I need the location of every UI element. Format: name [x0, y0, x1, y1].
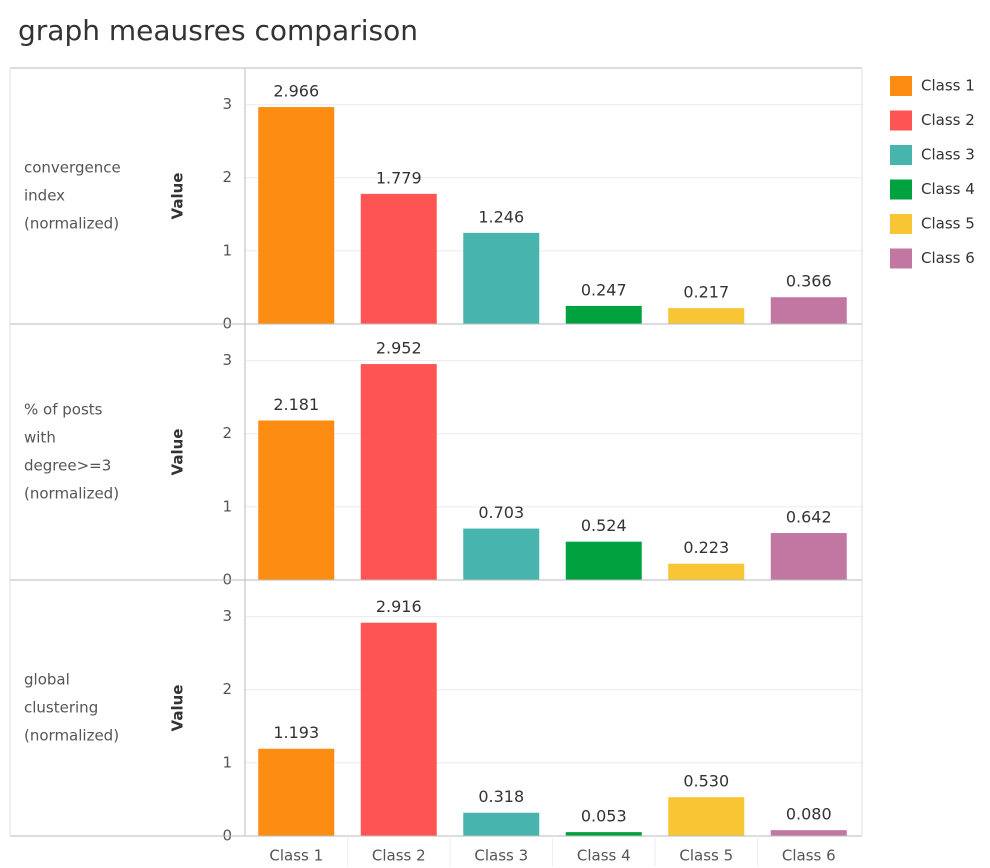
y-tick-label: 3: [222, 95, 232, 113]
y-tick-label: 2: [222, 168, 232, 186]
row-label: convergence: [24, 159, 121, 177]
row-label: clustering: [24, 699, 98, 717]
row-label: (normalized): [24, 485, 119, 503]
value-label: 0.247: [581, 280, 627, 299]
row-label: degree>=3: [24, 457, 111, 475]
bar: [360, 193, 437, 324]
legend-swatch: [890, 145, 912, 165]
legend-label: Class 4: [921, 180, 975, 198]
y-tick-label: 2: [222, 424, 232, 442]
row-label: global: [24, 671, 70, 689]
legend-swatch: [890, 179, 912, 200]
value-label: 0.530: [683, 772, 729, 791]
value-label: 0.318: [478, 787, 524, 806]
legend-label: Class 2: [921, 111, 975, 129]
bar: [565, 541, 642, 580]
bar: [770, 533, 847, 580]
value-label: 0.053: [581, 807, 627, 826]
value-label: 2.181: [273, 395, 319, 414]
bar: [463, 232, 540, 324]
y-axis-label: Value: [169, 173, 187, 220]
value-label: 1.246: [478, 207, 524, 226]
value-label: 0.217: [683, 283, 729, 302]
x-tick-label: Class 4: [577, 847, 631, 865]
value-label: 2.966: [273, 82, 319, 101]
x-tick-label: Class 6: [782, 847, 836, 865]
bar: [770, 830, 847, 836]
x-tick-label: Class 2: [372, 847, 426, 865]
row-label: with: [24, 429, 56, 447]
x-tick-label: Class 3: [474, 847, 528, 865]
value-label: 0.703: [478, 503, 524, 522]
y-tick-label: 2: [222, 680, 232, 698]
bar: [565, 832, 642, 836]
legend-swatch: [890, 110, 912, 131]
value-label: 0.080: [786, 805, 832, 824]
y-tick-label: 1: [222, 753, 232, 771]
row-label: (normalized): [24, 727, 119, 745]
value-label: 1.193: [273, 723, 319, 742]
bar: [463, 812, 540, 836]
y-tick-label: 3: [222, 607, 232, 625]
value-label: 0.642: [786, 508, 832, 527]
bar: [668, 797, 745, 836]
value-label: 1.779: [376, 168, 422, 187]
row-label: (normalized): [24, 215, 119, 233]
y-tick-label: 1: [222, 241, 232, 259]
bar: [463, 528, 540, 580]
x-tick-label: Class 1: [269, 847, 323, 865]
bar: [360, 364, 437, 580]
legend-label: Class 1: [921, 77, 975, 95]
legend-swatch: [890, 214, 912, 234]
legend-swatch: [890, 76, 912, 96]
bar: [258, 748, 335, 836]
legend-swatch: [890, 248, 912, 269]
bar: [565, 305, 642, 324]
value-label: 0.524: [581, 516, 627, 535]
value-label: 0.223: [683, 538, 729, 557]
value-label: 2.916: [376, 597, 422, 616]
bar: [668, 308, 745, 324]
row-label: index: [24, 187, 65, 205]
legend-label: Class 5: [921, 215, 975, 233]
row-label: % of posts: [24, 401, 103, 419]
bar: [770, 297, 847, 324]
value-label: 0.366: [786, 272, 832, 291]
x-tick-label: Class 5: [679, 847, 733, 865]
legend-label: Class 6: [921, 249, 975, 267]
bar: [360, 622, 437, 836]
y-axis-label: Value: [169, 429, 187, 476]
bar: [258, 420, 335, 580]
value-label: 2.952: [376, 339, 422, 358]
chart-title: graph meausres comparison: [18, 14, 418, 47]
bar: [668, 563, 745, 580]
legend-label: Class 3: [921, 146, 975, 164]
y-axis-label: Value: [169, 685, 187, 732]
y-tick-label: 3: [222, 351, 232, 369]
bar: [258, 107, 335, 324]
y-tick-label: 1: [222, 497, 232, 515]
